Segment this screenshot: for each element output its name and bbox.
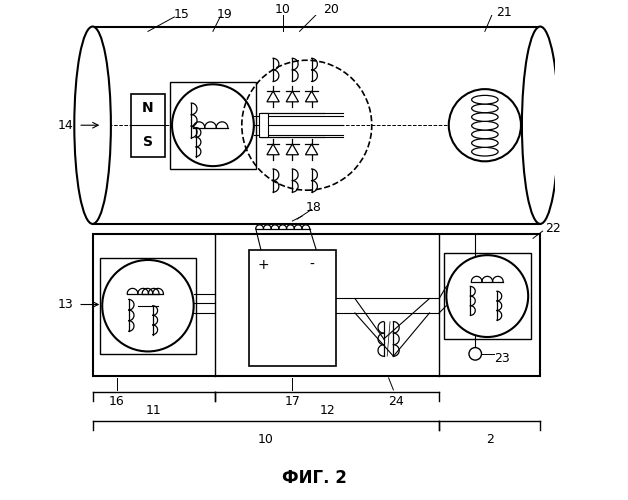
FancyBboxPatch shape <box>249 250 335 366</box>
Text: 24: 24 <box>388 395 404 408</box>
Text: -: - <box>309 258 314 272</box>
Ellipse shape <box>472 104 498 112</box>
FancyBboxPatch shape <box>259 113 268 138</box>
Text: 19: 19 <box>217 8 233 21</box>
Ellipse shape <box>472 112 498 122</box>
Text: 10: 10 <box>258 434 274 446</box>
Circle shape <box>449 89 521 162</box>
Text: 17: 17 <box>284 395 300 408</box>
Ellipse shape <box>74 26 111 224</box>
Text: N: N <box>142 102 154 116</box>
Polygon shape <box>305 144 318 155</box>
Polygon shape <box>305 91 318 102</box>
FancyBboxPatch shape <box>92 234 540 376</box>
Text: 21: 21 <box>496 6 512 18</box>
Text: 10: 10 <box>275 3 291 16</box>
Ellipse shape <box>472 96 498 104</box>
Circle shape <box>447 255 528 337</box>
Text: 15: 15 <box>174 8 190 21</box>
Polygon shape <box>267 144 279 155</box>
Circle shape <box>102 260 193 352</box>
Text: 18: 18 <box>306 200 322 213</box>
Ellipse shape <box>472 148 498 156</box>
Polygon shape <box>267 91 279 102</box>
Ellipse shape <box>522 26 558 224</box>
Ellipse shape <box>472 122 498 130</box>
Text: 13: 13 <box>58 298 73 311</box>
Text: 2: 2 <box>485 434 494 446</box>
Text: 23: 23 <box>494 352 509 365</box>
Circle shape <box>469 348 482 360</box>
Ellipse shape <box>472 130 498 138</box>
Circle shape <box>172 84 254 166</box>
Polygon shape <box>286 91 298 102</box>
Text: 20: 20 <box>323 3 338 16</box>
Text: 14: 14 <box>58 118 73 132</box>
Text: 12: 12 <box>320 404 335 417</box>
FancyBboxPatch shape <box>92 26 540 224</box>
Text: S: S <box>143 135 153 149</box>
Ellipse shape <box>472 138 498 147</box>
Text: 11: 11 <box>146 404 162 417</box>
Text: +: + <box>257 258 269 272</box>
Text: 22: 22 <box>545 222 561 235</box>
Text: 16: 16 <box>109 395 124 408</box>
FancyBboxPatch shape <box>131 94 165 156</box>
Text: ФИГ. 2: ФИГ. 2 <box>281 468 347 486</box>
Polygon shape <box>286 144 298 155</box>
